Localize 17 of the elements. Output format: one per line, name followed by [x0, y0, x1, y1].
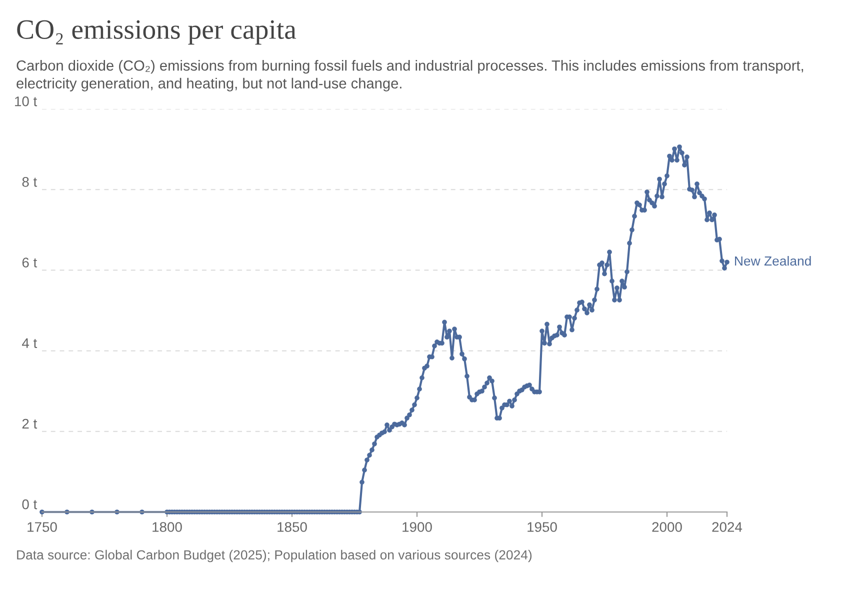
y-tick-label: 0 t: [22, 499, 38, 510]
source-note: Data source: Global Carbon Budget (2025); Population based on various sources (2024): [17, 550, 532, 562]
chart-title: CO₂ emissions per capita: [17, 20, 296, 45]
x-tick-label: 2000: [652, 522, 682, 532]
x-tick-label: 1850: [278, 522, 307, 532]
series-label: New Zealand: [735, 256, 811, 266]
y-tick-label: 6 t: [22, 258, 38, 268]
x-tick-label: 1950: [528, 522, 557, 532]
x-tick-label: 1800: [152, 522, 182, 532]
chart-subtitle: Carbon dioxide (CO₂) emissions from burning fossil fuels and industrial processes. This includes emissions from transport, electricity generation, and heating, but not land-use change.: [16, 60, 804, 92]
x-tick-label: 1750: [28, 522, 57, 532]
x-tick-label: 2024: [712, 522, 742, 532]
y-tick-label: 8 t: [22, 177, 38, 187]
y-tick-label: 10 t: [15, 96, 38, 106]
x-tick-label: 1900: [402, 522, 432, 532]
y-tick-label: 2 t: [22, 418, 38, 429]
y-tick-label: 4 t: [22, 338, 38, 348]
